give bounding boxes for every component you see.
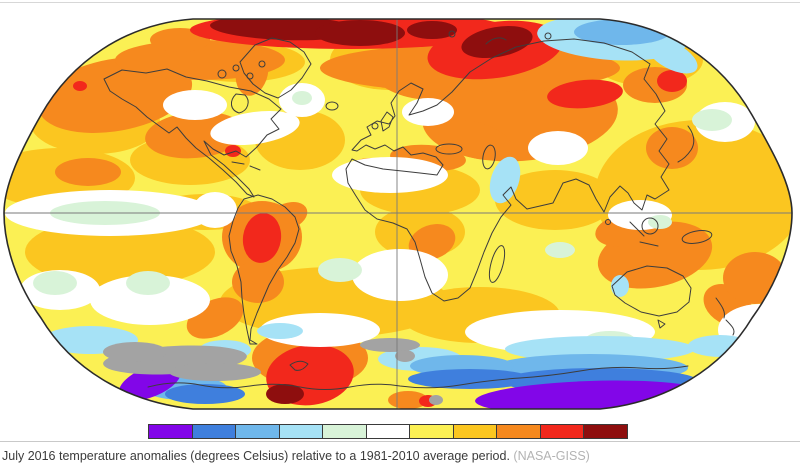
- top-divider: [0, 2, 800, 3]
- caption-source: (NASA-GISS): [513, 449, 590, 463]
- caption-text: July 2016 temperature anomalies (degrees…: [2, 449, 510, 463]
- anomaly-field: [4, 19, 792, 409]
- colorbar-segment: [149, 425, 193, 438]
- colorbar-segment: [323, 425, 367, 438]
- caption-divider: [0, 441, 800, 442]
- graticule: [4, 19, 792, 409]
- colorbar-segment: [192, 425, 237, 438]
- anomaly-map-svg: [3, 18, 793, 410]
- colorbar-segment: [540, 425, 585, 438]
- figure-caption: July 2016 temperature anomalies (degrees…: [2, 448, 782, 464]
- colorbar-segment: [584, 425, 628, 438]
- map-outline: [3, 18, 793, 410]
- colorbar-segment: [453, 425, 498, 438]
- colorbar: [148, 424, 628, 439]
- coastlines: [103, 30, 735, 390]
- anomaly-blob-layer-nodata-gray: [103, 338, 443, 405]
- anomaly-blob-layer-darkred: [210, 19, 533, 404]
- colorbar-segment: [497, 425, 541, 438]
- colorbar-segment: [279, 425, 324, 438]
- colorbar-segment: [366, 425, 411, 438]
- anomaly-map: [3, 18, 793, 410]
- colorbar-segment: [410, 425, 454, 438]
- colorbar-segment: [236, 425, 280, 438]
